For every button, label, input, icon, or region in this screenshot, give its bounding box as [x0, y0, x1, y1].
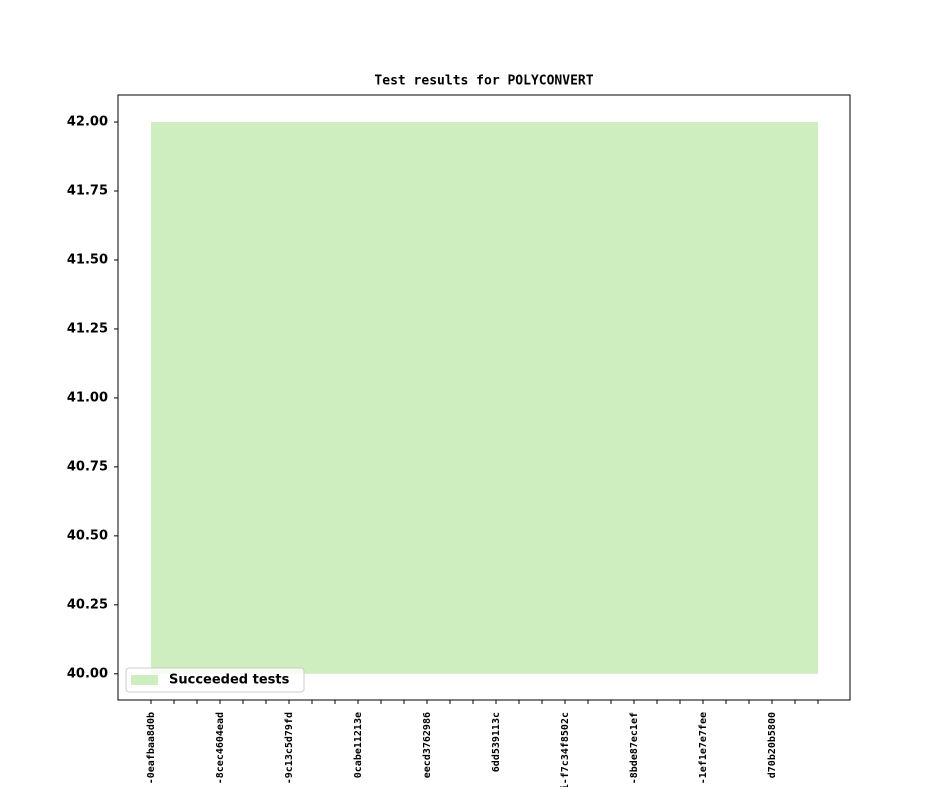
x-tick-label: -0eafbaa8d0b [146, 712, 157, 784]
x-tick-label: 6dd539113c [491, 712, 502, 772]
legend-label: Succeeded tests [169, 673, 290, 688]
chart-title: Test results for POLYCONVERT [374, 74, 593, 89]
y-tick-label: 40.25 [67, 597, 108, 612]
legend: Succeeded tests [125, 667, 305, 693]
x-tick-label: d70b20b5800 [767, 712, 778, 778]
x-tick-label: -8cec4604ead [215, 712, 226, 784]
y-tick-label: 42.00 [67, 115, 108, 130]
y-tick-label: 41.75 [67, 184, 108, 199]
y-tick-label: 41.50 [67, 252, 108, 267]
x-tick-label: 0cabe11213e [353, 712, 364, 778]
y-tick-label: 40.75 [67, 459, 108, 474]
y-tick-label: 40.50 [67, 528, 108, 543]
x-tick-label: eecd3762986 [422, 712, 433, 778]
y-tick-label: 41.25 [67, 321, 108, 336]
legend-box [125, 667, 305, 693]
area [151, 122, 818, 674]
legend-swatch [131, 675, 158, 685]
x-tick-label: i-f7c34f8502c [559, 712, 571, 787]
y-tick-label: 41.00 [67, 390, 108, 405]
x-tick-label: -8bde87ec1ef [629, 712, 640, 784]
y-tick-label: 40.00 [67, 666, 108, 681]
x-tick-label: -9c13c5d79fd [284, 712, 295, 784]
x-tick-label: -1ef1e7e7fee [698, 712, 709, 784]
